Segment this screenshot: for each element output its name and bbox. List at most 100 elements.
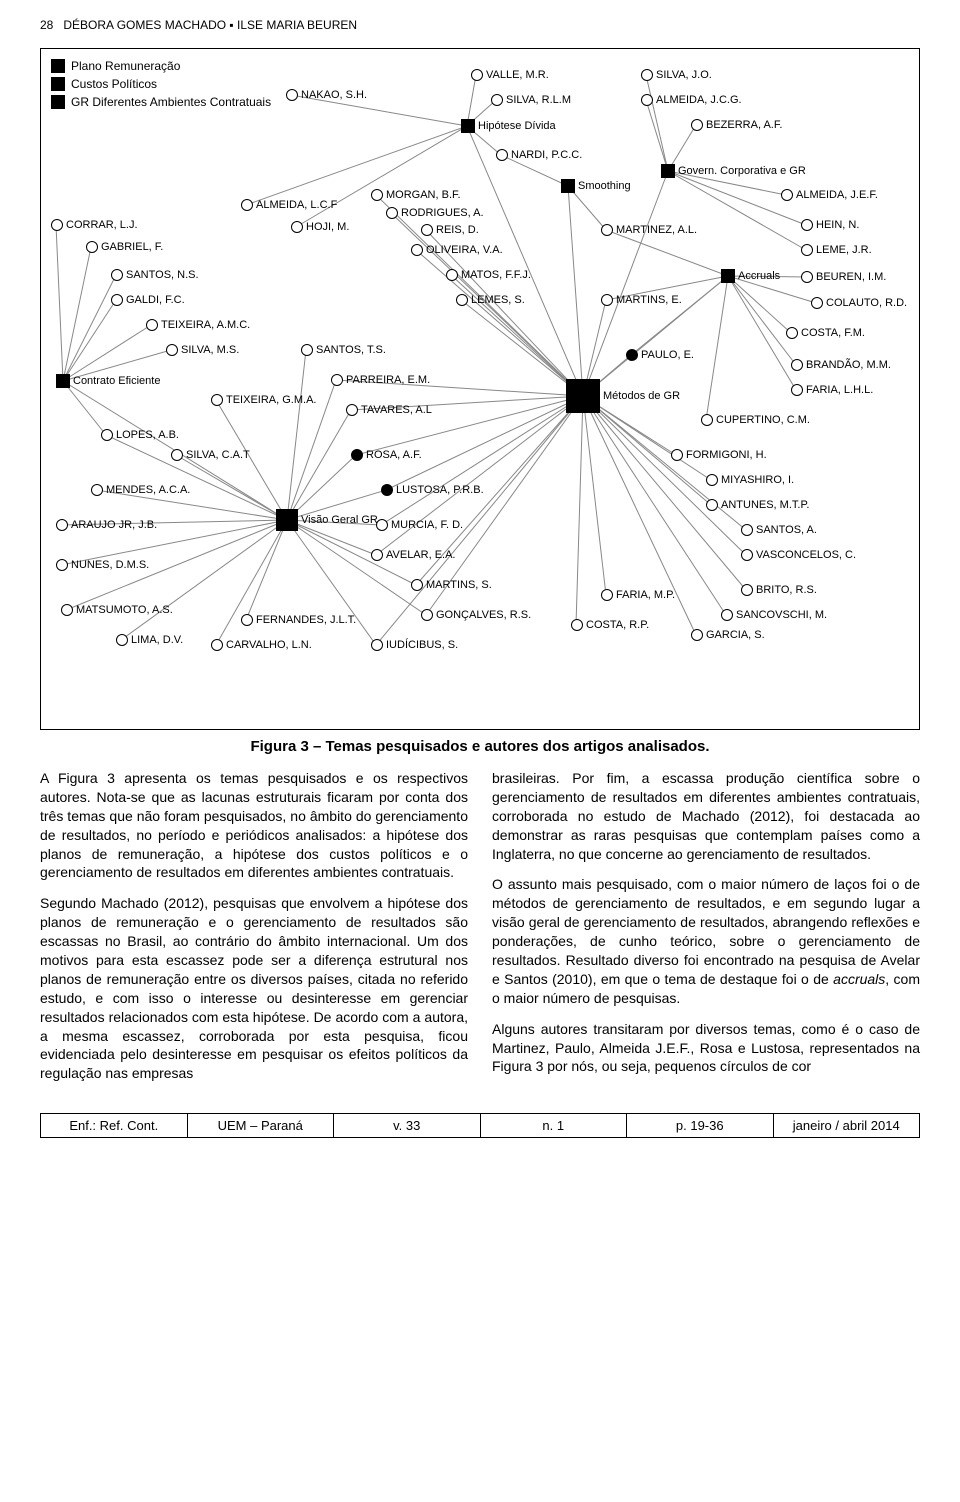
author-dot-filled-icon <box>381 484 393 496</box>
network-node: NARDI, P.C.C. <box>496 149 582 161</box>
author-dot-icon <box>671 449 683 461</box>
network-node: SILVA, M.S. <box>166 344 239 356</box>
author-dot-icon <box>571 619 583 631</box>
network-node: REIS, D. <box>421 224 479 236</box>
network-node: BRANDÃO, M.M. <box>791 359 891 371</box>
network-node: ARAUJO JR, J.B. <box>56 519 157 531</box>
author-dot-icon <box>421 609 433 621</box>
network-node: LIMA, D.V. <box>116 634 183 646</box>
network-node: CUPERTINO, C.M. <box>701 414 810 426</box>
theme-square-large-icon <box>566 379 600 413</box>
theme-square-icon <box>721 269 735 283</box>
node-label: Govern. Corporativa e GR <box>678 165 806 177</box>
node-label: SANTOS, N.S. <box>126 269 199 281</box>
node-label: LIMA, D.V. <box>131 634 183 646</box>
figure-caption: Figura 3 – Temas pesquisados e autores d… <box>40 738 920 755</box>
network-node: NUNES, D.M.S. <box>56 559 149 571</box>
node-label: GABRIEL, F. <box>101 241 163 253</box>
node-label: BEUREN, I.M. <box>816 271 886 283</box>
node-label: Accruals <box>738 270 780 282</box>
network-node: GARCIA, S. <box>691 629 765 641</box>
author-dot-icon <box>601 224 613 236</box>
paragraph: O assunto mais pesquisado, com o maior n… <box>492 875 920 1007</box>
network-node: CARVALHO, L.N. <box>211 639 312 651</box>
author-dot-icon <box>386 207 398 219</box>
network-node: TEIXEIRA, A.M.C. <box>146 319 250 331</box>
network-node: LEME, J.R. <box>801 244 872 256</box>
network-node: PAULO, E. <box>626 349 694 361</box>
running-authors: DÉBORA GOMES MACHADO ▪ ILSE MARIA BEUREN <box>63 18 357 32</box>
node-label: Visão Geral GR <box>301 514 378 526</box>
author-dot-icon <box>301 344 313 356</box>
network-node: MIYASHIRO, I. <box>706 474 794 486</box>
node-label: FARIA, L.H.L. <box>806 384 873 396</box>
node-label: TEIXEIRA, A.M.C. <box>161 319 250 331</box>
node-label: COSTA, F.M. <box>801 327 865 339</box>
node-label: RODRIGUES, A. <box>401 207 484 219</box>
network-node: VASCONCELOS, C. <box>741 549 856 561</box>
author-dot-icon <box>371 639 383 651</box>
author-dot-icon <box>811 297 823 309</box>
footer-cell: Enf.: Ref. Cont. <box>41 1114 188 1137</box>
author-dot-icon <box>56 519 68 531</box>
node-label: SANCOVSCHI, M. <box>736 609 827 621</box>
node-label: MARTINS, S. <box>426 579 492 591</box>
column-left: A Figura 3 apresenta os temas pesquisado… <box>40 769 468 1095</box>
network-node: MARTINS, S. <box>411 579 492 591</box>
network-node: OLIVEIRA, V.A. <box>411 244 503 256</box>
network-node: MARTINS, E. <box>601 294 682 306</box>
author-dot-icon <box>456 294 468 306</box>
paragraph: A Figura 3 apresenta os temas pesquisado… <box>40 769 468 882</box>
node-label: FARIA, M.P. <box>616 589 675 601</box>
network-node: HEIN, N. <box>801 219 859 231</box>
network-node: BEUREN, I.M. <box>801 271 886 283</box>
network-node: SANTOS, T.S. <box>301 344 386 356</box>
network-node: Métodos de GR <box>566 379 680 413</box>
author-dot-icon <box>741 584 753 596</box>
author-dot-icon <box>371 189 383 201</box>
node-label: GARCIA, S. <box>706 629 765 641</box>
node-label: CORRAR, L.J. <box>66 219 138 231</box>
author-dot-icon <box>171 449 183 461</box>
author-dot-icon <box>211 394 223 406</box>
node-label: CARVALHO, L.N. <box>226 639 312 651</box>
author-dot-icon <box>721 609 733 621</box>
node-label: GALDI, F.C. <box>126 294 185 306</box>
author-dot-icon <box>86 241 98 253</box>
network-figure: Plano Remuneração Custos Políticos GR Di… <box>40 48 920 730</box>
footer-cell: UEM – Paraná <box>188 1114 335 1137</box>
node-label: HOJI, M. <box>306 221 349 233</box>
node-label: TAVARES, A.L <box>361 404 432 416</box>
network-node: CORRAR, L.J. <box>51 219 138 231</box>
network-node: AVELAR, E.A. <box>371 549 456 561</box>
theme-square-icon <box>461 119 475 133</box>
author-dot-icon <box>641 94 653 106</box>
network-node: BRITO, R.S. <box>741 584 817 596</box>
author-dot-icon <box>411 244 423 256</box>
network-node: LUSTOSA, P.R.B. <box>381 484 484 496</box>
node-label: ALMEIDA, L.C.F <box>256 199 337 211</box>
node-label: MORGAN, B.F. <box>386 189 461 201</box>
node-label: GONÇALVES, R.S. <box>436 609 531 621</box>
network-node: SILVA, R.L.M <box>491 94 571 106</box>
network-node: FARIA, L.H.L. <box>791 384 873 396</box>
network-node: COSTA, R.P. <box>571 619 649 631</box>
author-dot-icon <box>241 614 253 626</box>
network-node: Hipótese Dívida <box>461 119 556 133</box>
network-node: TEIXEIRA, G.M.A. <box>211 394 316 406</box>
author-dot-icon <box>286 89 298 101</box>
network-node: Govern. Corporativa e GR <box>661 164 806 178</box>
network-node: MATSUMOTO, A.S. <box>61 604 173 616</box>
author-dot-icon <box>111 269 123 281</box>
node-label: SANTOS, A. <box>756 524 817 536</box>
author-dot-icon <box>786 327 798 339</box>
network-node: MENDES, A.C.A. <box>91 484 190 496</box>
paragraph: brasileiras. Por fim, a escassa produção… <box>492 769 920 863</box>
author-dot-icon <box>446 269 458 281</box>
network-node: Contrato Eficiente <box>56 374 160 388</box>
network-node: NAKAO, S.H. <box>286 89 367 101</box>
author-dot-icon <box>701 414 713 426</box>
network-node: SANTOS, N.S. <box>111 269 199 281</box>
author-dot-icon <box>331 374 343 386</box>
node-label: NARDI, P.C.C. <box>511 149 582 161</box>
